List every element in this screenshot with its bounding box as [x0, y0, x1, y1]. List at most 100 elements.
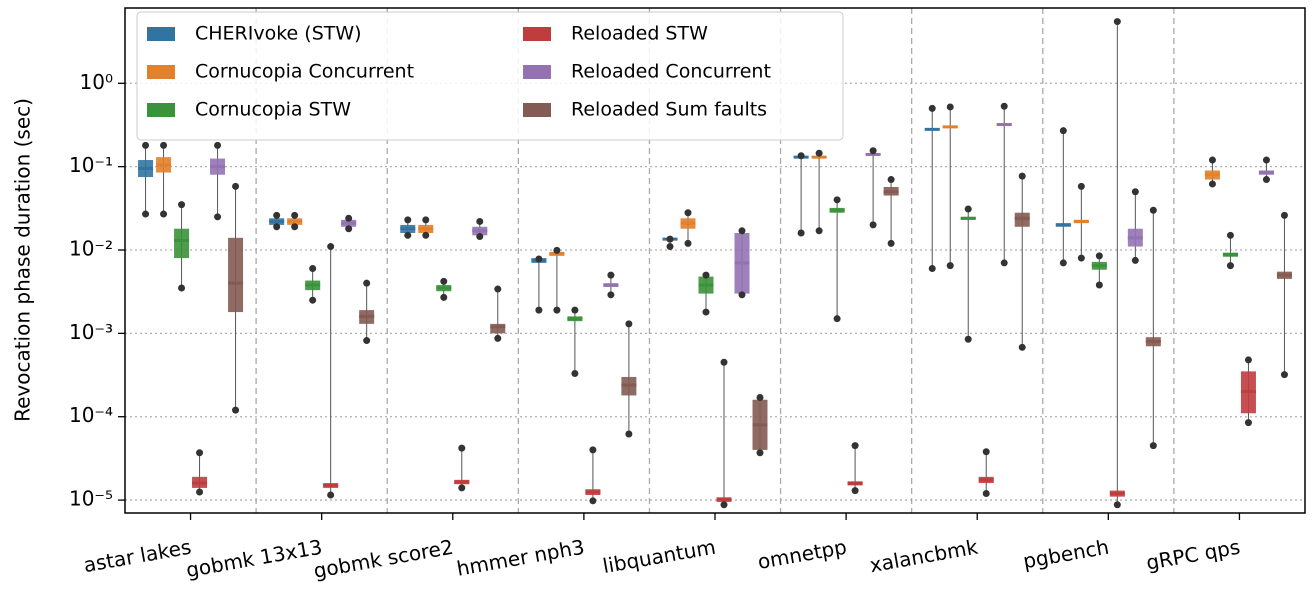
x-tick-label: omnetpp	[756, 535, 849, 574]
flier	[1149, 442, 1157, 450]
flier	[196, 449, 204, 457]
y-axis-label: Revocation phase duration (sec)	[11, 98, 35, 422]
flier	[964, 335, 972, 343]
flier	[178, 201, 186, 209]
x-tick-label: astar lakes	[82, 535, 193, 578]
flier	[476, 217, 484, 225]
flier	[1149, 206, 1157, 214]
flier	[946, 262, 954, 270]
flier	[756, 449, 764, 457]
flier	[589, 446, 597, 454]
flier	[1262, 156, 1270, 164]
flier	[1059, 259, 1067, 267]
flier	[1226, 262, 1234, 270]
legend-swatch	[523, 27, 551, 41]
flier	[815, 149, 823, 157]
flier	[1113, 18, 1121, 26]
y-tick-label: 10⁻³	[69, 320, 113, 344]
y-tick-label: 10⁻⁴	[69, 403, 113, 427]
flier	[833, 315, 841, 323]
flier	[702, 308, 710, 316]
flier	[404, 216, 412, 224]
flier	[684, 239, 692, 247]
flier	[928, 104, 936, 112]
flier	[214, 213, 222, 221]
legend-label: CHERIvoke (STW)	[195, 23, 362, 45]
flier	[851, 442, 859, 450]
x-tick-label: pgbench	[1021, 535, 1111, 574]
flier	[345, 214, 353, 222]
box	[228, 237, 244, 313]
flier	[607, 271, 615, 279]
flier	[404, 231, 412, 239]
flier	[666, 235, 674, 243]
flier	[553, 246, 561, 254]
flier	[458, 484, 466, 492]
y-tick-label: 10⁰	[80, 70, 113, 94]
flier	[797, 229, 805, 237]
flier	[494, 285, 502, 293]
flier	[142, 210, 150, 218]
legend-frame	[136, 11, 844, 141]
box	[490, 323, 506, 334]
flier	[797, 152, 805, 160]
legend-swatch	[523, 103, 551, 117]
flier	[1077, 182, 1085, 190]
x-tick-label: hmmer nph3	[455, 535, 587, 581]
flier	[964, 205, 972, 213]
flier	[738, 227, 746, 235]
flier	[291, 211, 299, 219]
flier	[1059, 127, 1067, 135]
y-tick-label: 10⁻⁵	[69, 487, 113, 511]
flier	[571, 370, 579, 378]
flier	[1244, 356, 1252, 364]
y-tick-label: 10⁻²	[69, 237, 113, 261]
flier	[1262, 176, 1270, 184]
flier	[851, 487, 859, 495]
x-tick-label: gobmk score2	[312, 535, 456, 583]
flier	[1280, 211, 1288, 219]
flier	[232, 182, 240, 190]
flier	[160, 210, 168, 218]
flier	[178, 284, 186, 292]
flier	[1095, 281, 1103, 289]
flier	[273, 211, 281, 219]
flier	[666, 243, 674, 251]
y-tick-label: 10⁻¹	[69, 153, 113, 177]
flier	[1208, 156, 1216, 164]
legend-label: Reloaded Concurrent	[571, 61, 771, 83]
flier	[1095, 252, 1103, 260]
legend-swatch	[147, 27, 175, 41]
flier	[756, 394, 764, 402]
flier	[535, 306, 543, 314]
flier	[273, 223, 281, 231]
legend-label: Reloaded Sum faults	[571, 99, 767, 121]
x-tick-label: gRPC qps	[1144, 535, 1242, 575]
flier	[684, 209, 692, 217]
flier	[1113, 501, 1121, 509]
flier	[720, 358, 728, 366]
flier	[142, 141, 150, 149]
flier	[440, 293, 448, 301]
flier	[982, 489, 990, 497]
flier	[345, 225, 353, 233]
flier	[291, 223, 299, 231]
flier	[196, 488, 204, 496]
flier	[422, 231, 430, 239]
x-tick-label: libquantum	[601, 535, 718, 578]
flier	[327, 243, 335, 251]
flier	[869, 147, 877, 155]
flier	[232, 406, 240, 414]
flier	[1280, 371, 1288, 379]
flier	[1244, 419, 1252, 427]
flier	[535, 255, 543, 263]
flier	[982, 448, 990, 456]
flier	[1131, 188, 1139, 196]
legend-label: Reloaded STW	[571, 23, 708, 45]
flier	[1208, 180, 1216, 188]
flier	[363, 279, 371, 287]
box	[174, 228, 190, 259]
flier	[160, 141, 168, 149]
flier	[1000, 259, 1008, 267]
